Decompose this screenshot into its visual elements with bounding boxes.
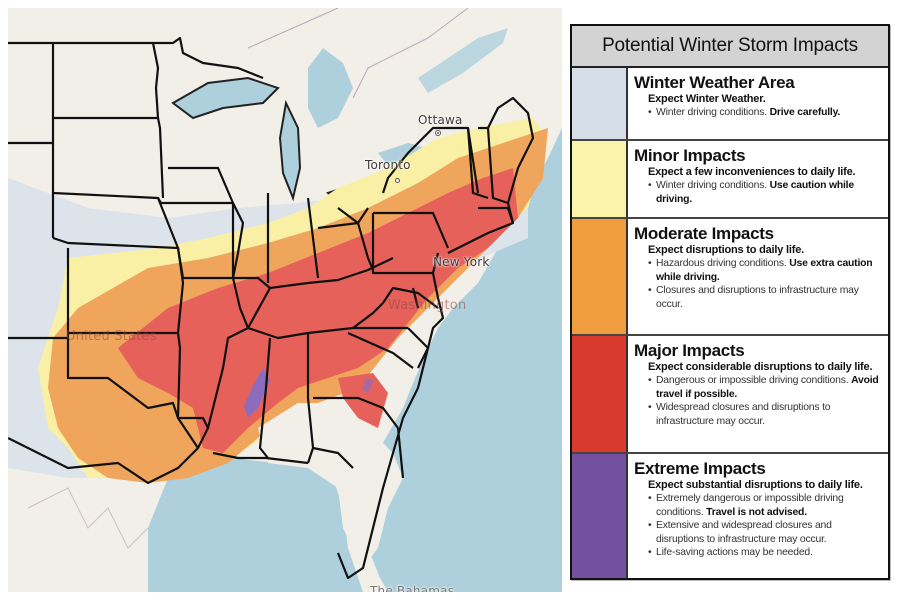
legend-bullet: Extensive and widespread closures and di… [648,519,882,546]
legend-row-moderate-impacts: Moderate Impacts Expect disruptions to d… [572,219,888,336]
city-label-toronto: Toronto [365,158,411,172]
minor-impacts-swatch [572,141,628,217]
legend-row-extreme-impacts: Extreme Impacts Expect substantial disru… [572,454,888,578]
impact-legend: Potential Winter Storm Impacts Winter We… [570,24,890,580]
legend-expect: Expect substantial disruptions to daily … [648,479,863,491]
legend-expect: Expect Winter Weather. [648,93,766,105]
toronto-city-icon [395,178,400,183]
extreme-impacts-swatch [572,454,628,578]
legend-row-minor-impacts: Minor Impacts Expect a few inconvenience… [572,141,888,219]
legend-bullet: Extremely dangerous or impossible drivin… [648,492,882,519]
country-label-bahamas: The Bahamas [370,584,455,592]
legend-expect: Expect disruptions to daily life. [648,244,804,256]
map-canvas [8,8,562,592]
legend-title: Potential Winter Storm Impacts [572,26,888,68]
legend-bullet: Closures and disruptions to infrastructu… [648,284,882,311]
winter-weather-area-swatch [572,68,628,139]
ottawa-capital-icon [435,130,441,136]
legend-row-winter-weather-area: Winter Weather Area Expect Winter Weathe… [572,68,888,141]
legend-heading: Winter Weather Area [634,73,795,92]
legend-bullet: Winter driving conditions. Use caution w… [648,179,882,206]
legend-bullet: Hazardous driving conditions. Use extra … [648,257,882,284]
moderate-impacts-swatch [572,219,628,334]
legend-heading: Moderate Impacts [634,224,774,243]
city-label-washington: Washington [388,298,467,313]
state-borders [8,36,535,580]
legend-heading: Minor Impacts [634,146,746,165]
legend-heading: Extreme Impacts [634,459,766,478]
city-label-ottawa: Ottawa [418,113,463,127]
legend-expect: Expect considerable disruptions to daily… [648,361,873,373]
legend-expect: Expect a few inconveniences to daily lif… [648,166,856,178]
legend-bullet: Dangerous or impossible driving conditio… [648,374,882,401]
legend-bullet: Life-saving actions may be needed. [648,546,882,560]
legend-bullet: Widespread closures and disruptions to i… [648,401,882,428]
city-label-new-york: New York [433,255,490,269]
country-label-united-states: United States [66,329,157,344]
winter-storm-impact-map[interactable]: Ottawa Toronto New York Washington Unite… [8,8,562,592]
legend-row-major-impacts: Major Impacts Expect considerable disrup… [572,336,888,454]
legend-heading: Major Impacts [634,341,745,360]
major-impacts-swatch [572,336,628,452]
legend-bullet: Winter driving conditions. Drive careful… [648,106,882,120]
